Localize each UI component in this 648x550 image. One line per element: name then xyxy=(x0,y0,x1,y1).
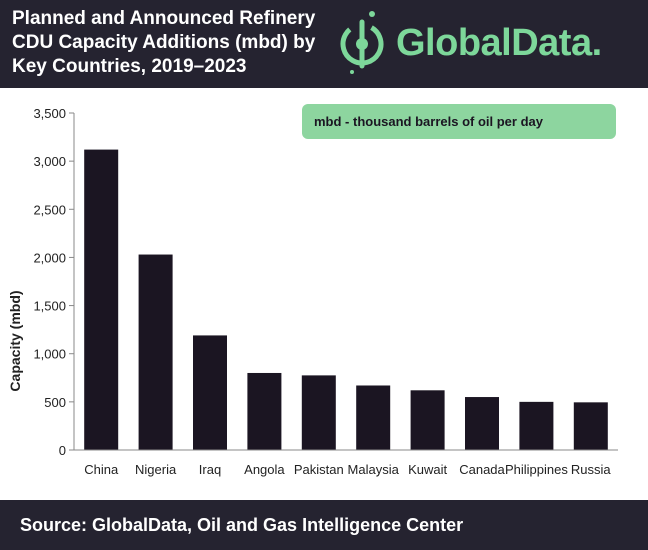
note-box: mbd - thousand barrels of oil per day xyxy=(302,104,616,139)
y-tick-label: 500 xyxy=(44,395,66,410)
x-tick-label: Iraq xyxy=(199,462,221,477)
bar-pakistan xyxy=(301,375,336,450)
x-tick-label: Kuwait xyxy=(408,462,447,477)
bar-canada xyxy=(465,397,499,450)
header: Planned and Announced Refinery CDU Capac… xyxy=(0,0,648,88)
title-line-1: Planned and Announced Refinery xyxy=(12,8,316,29)
source-text: Source: GlobalData, Oil and Gas Intellig… xyxy=(20,515,464,535)
footer: Source: GlobalData, Oil and Gas Intellig… xyxy=(0,500,648,550)
bar-chart: Capacity (mbd) 0 500 1,000 1,500 2,000 2,500 3… xyxy=(7,104,618,477)
bar-angola xyxy=(247,372,282,450)
y-tick-label: 3,500 xyxy=(33,106,66,121)
bar-malaysia xyxy=(356,385,391,450)
x-tick-label: Pakistan xyxy=(294,462,344,477)
x-tick-label: Nigeria xyxy=(135,462,177,477)
note-box-background xyxy=(302,104,616,139)
x-tick-label: Russia xyxy=(571,462,612,477)
y-axis-label: Capacity (mbd) xyxy=(7,290,23,391)
bar-nigeria xyxy=(138,254,173,450)
bar-russia xyxy=(573,402,608,450)
x-tick-label: Malaysia xyxy=(348,462,400,477)
chart-title: Planned and Announced Refinery CDU Capac… xyxy=(12,7,332,79)
y-axis-title: Capacity (mbd) xyxy=(7,290,23,391)
x-tick-label: China xyxy=(84,462,119,477)
bars xyxy=(84,149,608,450)
bar-iraq xyxy=(193,335,227,450)
y-tick-label: 1,500 xyxy=(33,299,66,314)
bar-kuwait xyxy=(410,390,445,450)
title-line-2: CDU Capacity Additions (mbd) by xyxy=(12,32,316,53)
y-ticks: 0 500 1,000 1,500 2,000 2,500 3,000 3,500 xyxy=(33,106,74,458)
logo-text: GlobalData. xyxy=(396,22,602,64)
y-tick-label: 0 xyxy=(59,443,66,458)
x-tick-label: Angola xyxy=(244,462,285,477)
bar-philippines xyxy=(519,401,554,450)
y-tick-label: 3,000 xyxy=(33,154,66,169)
globaldata-logo: GlobalData. xyxy=(336,10,636,74)
y-tick-label: 2,500 xyxy=(33,202,66,217)
x-tick-label: Canada xyxy=(459,462,505,477)
note-text: mbd - thousand barrels of oil per day xyxy=(314,114,544,129)
title-line-3: Key Countries, 2019–2023 xyxy=(12,56,247,77)
y-tick-label: 1,000 xyxy=(33,347,66,362)
x-tick-label: Philippines xyxy=(505,462,568,477)
y-tick-label: 2,000 xyxy=(33,250,66,265)
bar-china xyxy=(84,149,119,450)
x-ticks: China Nigeria Iraq Angola Pakistan Malaysia Ku… xyxy=(84,462,611,477)
globaldata-logo-icon xyxy=(340,11,384,74)
